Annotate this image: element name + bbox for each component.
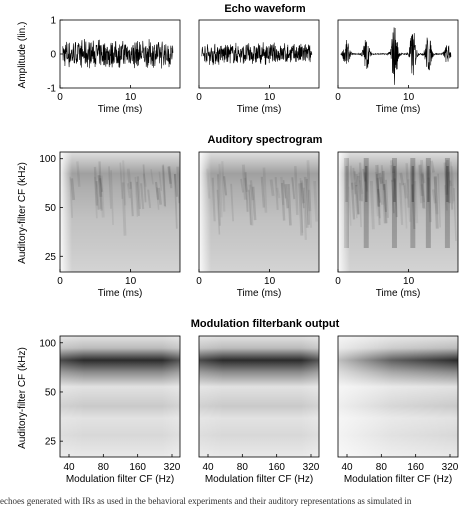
modulation-axes-2	[198, 335, 320, 458]
waveform-ylabel: Amplitude (lin.)	[17, 22, 28, 89]
modulation-xtick-label: 80	[376, 462, 388, 473]
waveform-xtick-label: 0	[196, 92, 202, 103]
waveform-xtick-label: 10	[125, 92, 137, 103]
modulation-xtick-label: 160	[268, 462, 285, 473]
modulation-xtick-label: 160	[407, 462, 424, 473]
modulation-xlabel: Modulation filter CF (Hz)	[66, 474, 174, 485]
waveform-ytick-label: -1	[47, 84, 56, 95]
waveform-xtick-label: 10	[403, 92, 415, 103]
modulation-shading-3	[338, 336, 458, 457]
spectrogram-xlabel: Time (ms)	[237, 288, 282, 299]
modulation-xtick-label: 40	[341, 462, 353, 473]
modulation-xtick-label: 320	[442, 462, 459, 473]
modulation-xtick-label: 80	[237, 462, 249, 473]
modulation-shading-2	[199, 336, 319, 457]
spectrogram-ylabel: Auditory-filter CF (kHz)	[17, 162, 28, 264]
spectrogram-xtick-label: 10	[125, 276, 137, 287]
spectrogram-xtick-label: 10	[403, 276, 415, 287]
waveform-xtick-label: 0	[335, 92, 341, 103]
spectrogram-onset-fade	[199, 152, 319, 272]
spectrogram-xtick-label: 0	[57, 276, 63, 287]
spectrogram-xlabel: Time (ms)	[98, 288, 143, 299]
waveform-xlabel: Time (ms)	[98, 104, 143, 115]
modulation-xtick-label: 160	[129, 462, 146, 473]
spectrogram-xtick-label: 0	[335, 276, 341, 287]
spectrogram-xtick-label: 0	[196, 276, 202, 287]
waveform-xlabel: Time (ms)	[237, 104, 282, 115]
waveform-xlabel: Time (ms)	[376, 104, 421, 115]
waveform-trace-3	[340, 27, 452, 85]
modulation-xtick-label: 40	[63, 462, 75, 473]
figure-caption: echoes generated with IRs as used in the…	[0, 496, 412, 506]
modulation-xlabel: Modulation filter CF (Hz)	[205, 474, 313, 485]
auditory-spectrogram-title: Auditory spectrogram	[208, 134, 323, 146]
figure: Echo waveform Auditory spectrogram Modul…	[17, 3, 459, 485]
modulation-xlabel: Modulation filter CF (Hz)	[344, 474, 452, 485]
modulation-xtick-label: 320	[303, 462, 320, 473]
spectrogram-axes-3	[337, 151, 459, 273]
modulation-xtick-label: 40	[202, 462, 214, 473]
spectrogram-ytick-label: 100	[39, 154, 56, 165]
modulation-ytick-label: 50	[45, 387, 57, 398]
modulation-filterbank-title: Modulation filterbank output	[191, 318, 340, 330]
spectrogram-xlabel: Time (ms)	[376, 288, 421, 299]
waveform-xtick-label: 10	[264, 92, 276, 103]
spectrogram-xtick-label: 10	[264, 276, 276, 287]
spectrogram-axes-1	[59, 151, 181, 273]
waveform-ytick-label: 0	[50, 50, 56, 61]
modulation-ytick-label: 100	[39, 338, 56, 349]
waveform-trace-1	[62, 38, 174, 69]
spectrogram-axes-2	[198, 151, 320, 273]
spectrogram-ytick-label: 25	[45, 252, 57, 263]
spectrogram-onset-fade	[60, 152, 180, 272]
echo-waveform-title: Echo waveform	[224, 3, 306, 15]
spectrogram-ytick-label: 50	[45, 203, 57, 214]
modulation-axes-3	[337, 335, 459, 458]
waveform-xtick-label: 0	[57, 92, 63, 103]
modulation-shading-1	[60, 336, 180, 457]
modulation-xtick-label: 320	[164, 462, 181, 473]
waveform-trace-2	[201, 42, 313, 66]
modulation-axes-1	[59, 335, 181, 458]
modulation-ytick-label: 25	[45, 437, 57, 448]
waveform-ytick-label: 1	[50, 16, 56, 27]
spectrogram-onset-fade	[338, 152, 458, 272]
modulation-ylabel: Auditory-filter CF (kHz)	[17, 347, 28, 449]
modulation-xtick-label: 80	[98, 462, 110, 473]
